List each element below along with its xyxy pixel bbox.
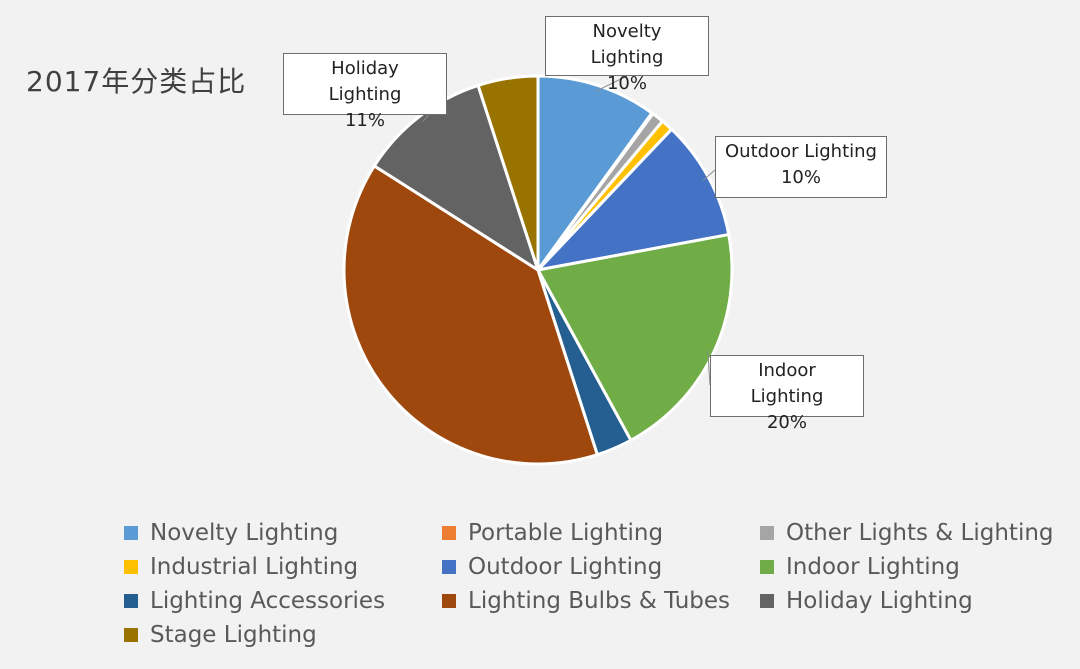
leader-line-indoor-lighting — [707, 350, 711, 386]
legend-item-outdoor-lighting: Outdoor Lighting — [442, 551, 760, 582]
legend-label: Portable Lighting — [468, 519, 664, 546]
legend-swatch — [124, 525, 138, 540]
legend-swatch — [760, 559, 774, 574]
pie-slice-outdoor-lighting — [536, 127, 731, 272]
legend-label: Lighting Bulbs & Tubes — [468, 587, 731, 614]
legend-swatch — [124, 627, 138, 642]
legend-swatch — [760, 525, 774, 540]
data-label-value: 20% — [766, 412, 807, 433]
legend-item-portable-lighting: Portable Lighting — [442, 517, 760, 548]
legend-swatch — [760, 593, 774, 608]
data-label-value: 10% — [780, 167, 821, 188]
legend-swatch — [124, 559, 138, 574]
data-label-name: Holiday Lighting — [328, 58, 402, 105]
legend-item-lighting-accessories: Lighting Accessories — [124, 585, 442, 616]
legend-label: Lighting Accessories — [150, 587, 386, 614]
data-label-name: Novelty Lighting — [590, 21, 664, 68]
legend-swatch — [442, 593, 456, 608]
chart-legend: Novelty Lighting Portable Lighting Other L… — [124, 517, 1080, 650]
legend-label: Industrial Lighting — [150, 553, 359, 580]
legend-item-holiday-lighting: Holiday Lighting — [760, 585, 1080, 616]
pie-slice-holiday-lighting — [372, 83, 540, 272]
data-label-outdoor-lighting: Outdoor Lighting 10% — [715, 136, 887, 198]
pie-slice-indoor-lighting — [536, 233, 734, 442]
pie-slice-lighting-bulbs-and-tubes — [342, 164, 599, 466]
pie-slice-novelty-lighting — [536, 74, 654, 272]
data-label-value: 11% — [344, 110, 385, 131]
pie-chart — [342, 74, 734, 466]
legend-label: Other Lights & Lighting — [786, 519, 1054, 546]
legend-item-indoor-lighting: Indoor Lighting — [760, 551, 1080, 582]
leader-line-outdoor-lighting — [702, 169, 716, 181]
legend-label: Novelty Lighting — [150, 519, 339, 546]
legend-swatch — [124, 593, 138, 608]
data-label-holiday-lighting: Holiday Lighting 11% — [283, 53, 447, 131]
data-label-novelty-lighting: Novelty Lighting 10% — [545, 16, 709, 94]
chart-title: 2017年分类占比 — [26, 65, 247, 98]
legend-label: Outdoor Lighting — [468, 553, 663, 580]
data-label-indoor-lighting: Indoor Lighting 20% — [710, 355, 864, 433]
legend-label: Stage Lighting — [150, 621, 317, 648]
legend-swatch — [442, 525, 456, 540]
legend-label: Holiday Lighting — [786, 587, 973, 614]
legend-label: Indoor Lighting — [786, 553, 960, 580]
pie-slice-stage-lighting — [476, 74, 540, 272]
data-label-value: 10% — [606, 73, 647, 94]
legend-item-industrial-lighting: Industrial Lighting — [124, 551, 442, 582]
legend-item-novelty-lighting: Novelty Lighting — [124, 517, 442, 548]
legend-item-other-lights-and-lighting: Other Lights & Lighting — [760, 517, 1080, 548]
legend-item-stage-lighting: Stage Lighting — [124, 619, 442, 650]
data-label-name: Outdoor Lighting — [725, 141, 877, 162]
legend-item-lighting-bulbs-and-tubes: Lighting Bulbs & Tubes — [442, 585, 760, 616]
data-label-name: Indoor Lighting — [750, 360, 824, 407]
leader-line-novelty-lighting — [595, 75, 628, 92]
legend-swatch — [442, 559, 456, 574]
